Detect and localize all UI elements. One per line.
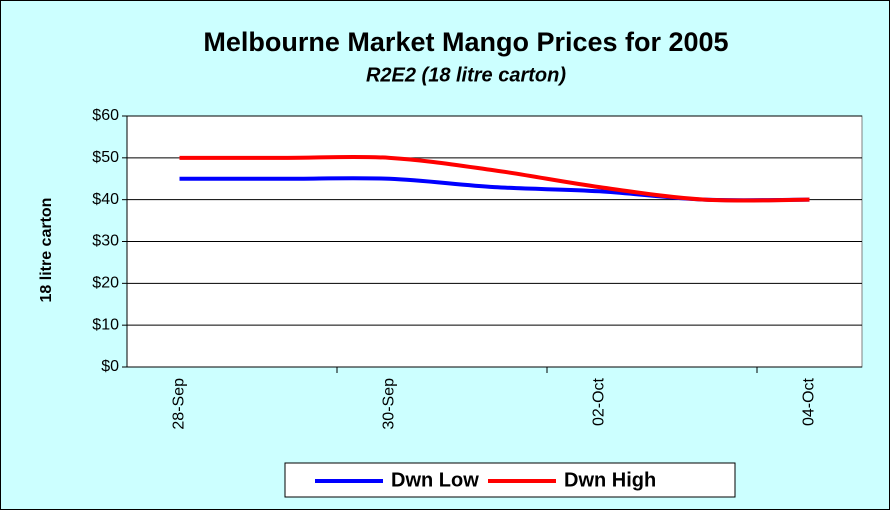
y-tick-label: $60 xyxy=(92,107,119,124)
y-tick-label: $30 xyxy=(92,233,119,250)
y-tick-label: $50 xyxy=(92,149,119,166)
x-tick-label: 30-Sep xyxy=(381,378,398,430)
y-tick-label: $10 xyxy=(92,316,119,333)
series-line xyxy=(179,154,810,203)
legend-label: Dwn High xyxy=(564,469,656,491)
chart-title: Melbourne Market Mango Prices for 2005 xyxy=(203,27,728,57)
legend-label: Dwn Low xyxy=(391,469,479,491)
chart-subtitle: R2E2 (18 litre carton) xyxy=(366,64,566,86)
y-axis-label: 18 litre carton xyxy=(38,198,55,303)
y-tick-label: $40 xyxy=(92,191,119,208)
y-tick-label: $20 xyxy=(92,275,119,292)
x-tick-label: 02-Oct xyxy=(591,377,608,426)
x-tick-label: 28-Sep xyxy=(171,378,188,430)
x-tick-label: 04-Oct xyxy=(801,377,818,426)
y-tick-label: $0 xyxy=(101,358,119,375)
